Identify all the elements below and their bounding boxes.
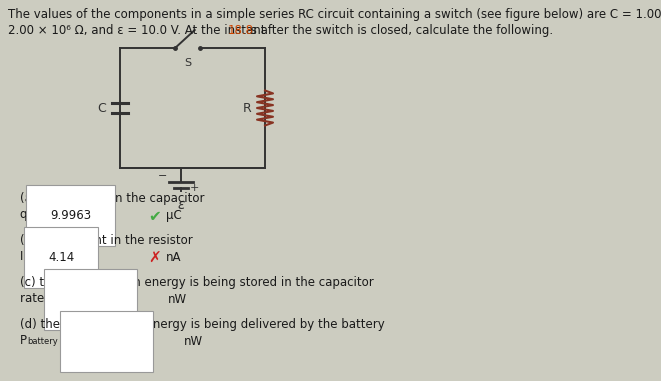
- Text: s after the switch is closed, calculate the following.: s after the switch is closed, calculate …: [247, 24, 553, 37]
- Text: C: C: [97, 101, 106, 115]
- Text: nW: nW: [184, 335, 203, 348]
- Text: nA: nA: [166, 251, 182, 264]
- Text: =: =: [68, 334, 85, 347]
- Text: battery: battery: [27, 337, 58, 346]
- Text: R: R: [242, 101, 251, 115]
- Text: (d) the rate at which energy is being delivered by the battery: (d) the rate at which energy is being de…: [20, 318, 385, 331]
- Text: 9.9963: 9.9963: [50, 209, 91, 222]
- Text: rate =: rate =: [20, 292, 61, 305]
- Text: S: S: [184, 58, 191, 68]
- Text: 2.00 × 10⁶ Ω, and ε = 10.0 V. At the instant: 2.00 × 10⁶ Ω, and ε = 10.0 V. At the ins…: [8, 24, 269, 37]
- Text: The values of the components in a simple series RC circuit containing a switch (: The values of the components in a simple…: [8, 8, 661, 21]
- Text: nW: nW: [168, 293, 187, 306]
- Text: +: +: [190, 183, 199, 193]
- Text: (b) the current in the resistor: (b) the current in the resistor: [20, 234, 193, 247]
- Text: −: −: [157, 171, 167, 181]
- Text: ✗: ✗: [148, 251, 161, 266]
- Text: μC: μC: [166, 209, 182, 222]
- Text: (c) the rate at which energy is being stored in the capacitor: (c) the rate at which energy is being st…: [20, 276, 373, 289]
- Text: P: P: [20, 334, 27, 347]
- Text: q =: q =: [20, 208, 45, 221]
- Text: (a) the charge on the capacitor: (a) the charge on the capacitor: [20, 192, 204, 205]
- Text: ε: ε: [177, 198, 184, 212]
- Text: 18.8: 18.8: [227, 24, 254, 37]
- Text: ✔: ✔: [148, 209, 161, 224]
- Text: 4.14: 4.14: [48, 251, 74, 264]
- Text: I =: I =: [20, 250, 41, 263]
